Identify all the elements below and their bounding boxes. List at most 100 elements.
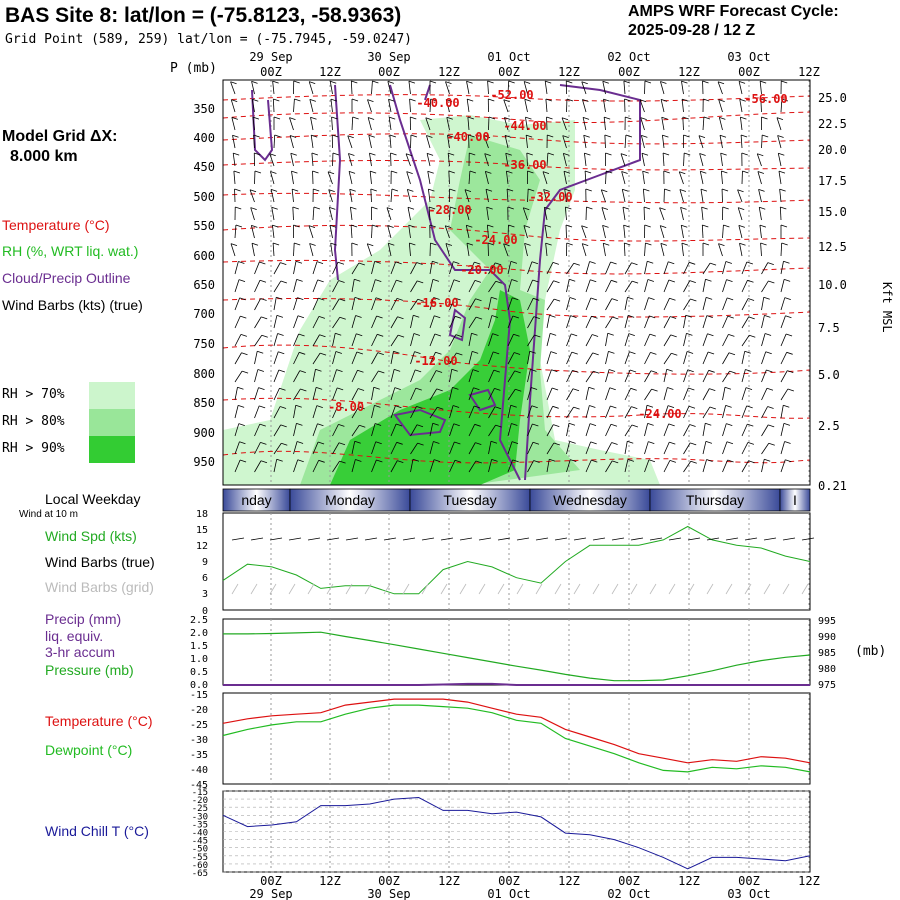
wind-barb-flag [260, 298, 267, 301]
wind-barb-flag [660, 225, 667, 228]
wind-barb [644, 243, 646, 257]
wind-barb-flag [681, 224, 688, 228]
wind-barb [663, 316, 671, 329]
wind-barb-flag [508, 80, 515, 84]
surface-wind-barb [763, 537, 777, 541]
wind-barb-flag [234, 188, 241, 192]
wind-barb [722, 334, 729, 347]
grid-wind-barb [573, 583, 581, 595]
bottom-hour-label: 00Z [618, 874, 640, 888]
wind-barb [327, 171, 333, 185]
wind-barb [273, 351, 279, 365]
wind-barb-flag [233, 170, 240, 174]
wind-barb-flag [350, 224, 358, 228]
wind-barb-flag [491, 459, 498, 462]
wind-barb-flag [700, 170, 707, 174]
pressure-tick-label: 750 [193, 337, 215, 351]
wind-barb-flag [337, 405, 344, 409]
wind-barb-flag [453, 279, 461, 283]
wind-barb-flag [671, 352, 678, 356]
wind-barb [428, 189, 431, 203]
wind-barb-flag [689, 280, 696, 284]
wind-barb-flag [686, 351, 694, 354]
wind-barb [368, 135, 372, 149]
wind-barb-flag [606, 170, 613, 174]
wind-barb-flag [719, 134, 727, 138]
wind-barb-flag [375, 441, 382, 445]
cloud-outline [424, 84, 431, 101]
wind-barb-flag [648, 297, 655, 301]
wind-barb [546, 442, 555, 455]
bottom-date-label: 30 Sep [367, 887, 410, 900]
wind-barb-flag [573, 406, 580, 410]
bottom-hour-label: 12Z [798, 874, 820, 888]
wind-barb-flag [449, 188, 456, 192]
wind-barb [585, 297, 592, 311]
wind-barb-flag [490, 440, 498, 444]
wind-barb [581, 225, 587, 239]
wind-barb [273, 388, 280, 401]
grid-wind-barb [478, 583, 486, 595]
wind-barb [718, 243, 723, 257]
wind-barb [466, 81, 470, 95]
wind-barb [291, 189, 294, 203]
wind-barb-flag [648, 441, 655, 444]
wind-barb-flag [586, 206, 593, 210]
wind-barb [780, 459, 786, 473]
wind-barb-flag [237, 386, 244, 390]
wind-barb-flag [706, 315, 713, 318]
wind-barb-flag [706, 297, 713, 300]
wind-barb [722, 459, 728, 473]
wind-barb [681, 99, 684, 113]
wind-barb-flag [569, 297, 576, 300]
wind-barb [507, 315, 514, 329]
wind-barb-flag [280, 424, 287, 428]
wind-barb [468, 442, 476, 455]
wind-barb [780, 99, 783, 113]
wind-barb-flag [493, 369, 500, 373]
wind-barb-flag [620, 153, 628, 157]
weekday-label: nday [241, 492, 271, 508]
wind-barb [293, 441, 298, 455]
wind-barb [605, 460, 613, 473]
wind-barb-flag [719, 117, 726, 120]
wind-barb [289, 117, 294, 131]
wind-barb-flag [446, 99, 453, 102]
wind-barb [371, 387, 375, 401]
wind-barb-flag [718, 99, 725, 102]
wind-barb-flag [238, 261, 245, 264]
wind-barb [780, 441, 785, 455]
wind-barb-flag [292, 188, 299, 192]
wind-barb-flag [270, 171, 277, 174]
wind-barb-flag [254, 152, 261, 156]
wind-barb [386, 207, 392, 221]
wind-barb [624, 333, 630, 347]
wind-barb [251, 99, 255, 113]
wind-barb [566, 297, 571, 311]
wind-barb-flag [358, 406, 365, 410]
wind-barb-flag [669, 316, 677, 319]
wind-barb [293, 333, 299, 347]
wind-barb-flag [279, 406, 287, 409]
wind-barb-flag [608, 350, 615, 354]
wind-barb [312, 423, 318, 437]
wind-barb-flag [368, 117, 375, 120]
wind-barb-flag [533, 297, 540, 301]
wind-barb [663, 460, 671, 473]
wind-barb [605, 387, 611, 401]
wind-barb [254, 387, 259, 401]
wind-barb-flag [376, 315, 383, 319]
wind-barb-flag [415, 387, 422, 391]
wind-barb-flag [524, 81, 531, 84]
wind-barb [683, 387, 689, 401]
wind-barb [507, 334, 514, 347]
wind-barb [527, 316, 535, 329]
wind-barb-flag [660, 81, 667, 84]
surface-wind-barb [497, 537, 511, 541]
wind-barb-flag [666, 368, 673, 372]
wind-barb-flag [358, 262, 366, 266]
surface-wind-barb [440, 537, 454, 541]
top-hour-label: 00Z [618, 65, 640, 79]
wind-y-tick-label: 15 [196, 525, 208, 536]
wind-barb-flag [356, 333, 363, 337]
